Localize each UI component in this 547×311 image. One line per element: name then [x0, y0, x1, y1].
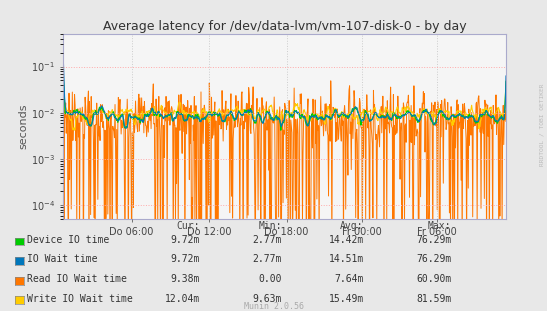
Text: RRDTOOL / TOBI OETIKER: RRDTOOL / TOBI OETIKER: [539, 83, 544, 166]
Text: Max:: Max:: [428, 220, 451, 230]
Text: 15.49m: 15.49m: [329, 294, 364, 304]
Text: Cur:: Cur:: [176, 220, 200, 230]
Text: Device IO time: Device IO time: [27, 235, 109, 245]
Text: 9.72m: 9.72m: [170, 235, 200, 245]
Text: Munin 2.0.56: Munin 2.0.56: [243, 302, 304, 311]
Text: 0.00: 0.00: [258, 274, 282, 284]
Text: 9.63m: 9.63m: [252, 294, 282, 304]
Text: 2.77m: 2.77m: [252, 254, 282, 264]
Text: Min:: Min:: [258, 220, 282, 230]
Text: IO Wait time: IO Wait time: [27, 254, 98, 264]
Text: 76.29m: 76.29m: [416, 235, 451, 245]
Text: 81.59m: 81.59m: [416, 294, 451, 304]
Text: Read IO Wait time: Read IO Wait time: [27, 274, 127, 284]
Text: 60.90m: 60.90m: [416, 274, 451, 284]
Text: 14.42m: 14.42m: [329, 235, 364, 245]
Text: 76.29m: 76.29m: [416, 254, 451, 264]
Y-axis label: seconds: seconds: [18, 104, 28, 150]
Text: Avg:: Avg:: [340, 220, 364, 230]
Text: Write IO Wait time: Write IO Wait time: [27, 294, 133, 304]
Title: Average latency for /dev/data-lvm/vm-107-disk-0 - by day: Average latency for /dev/data-lvm/vm-107…: [103, 20, 466, 33]
Text: 2.77m: 2.77m: [252, 235, 282, 245]
Text: 12.04m: 12.04m: [165, 294, 200, 304]
Text: 14.51m: 14.51m: [329, 254, 364, 264]
Text: 7.64m: 7.64m: [334, 274, 364, 284]
Text: 9.72m: 9.72m: [170, 254, 200, 264]
Text: 9.38m: 9.38m: [170, 274, 200, 284]
